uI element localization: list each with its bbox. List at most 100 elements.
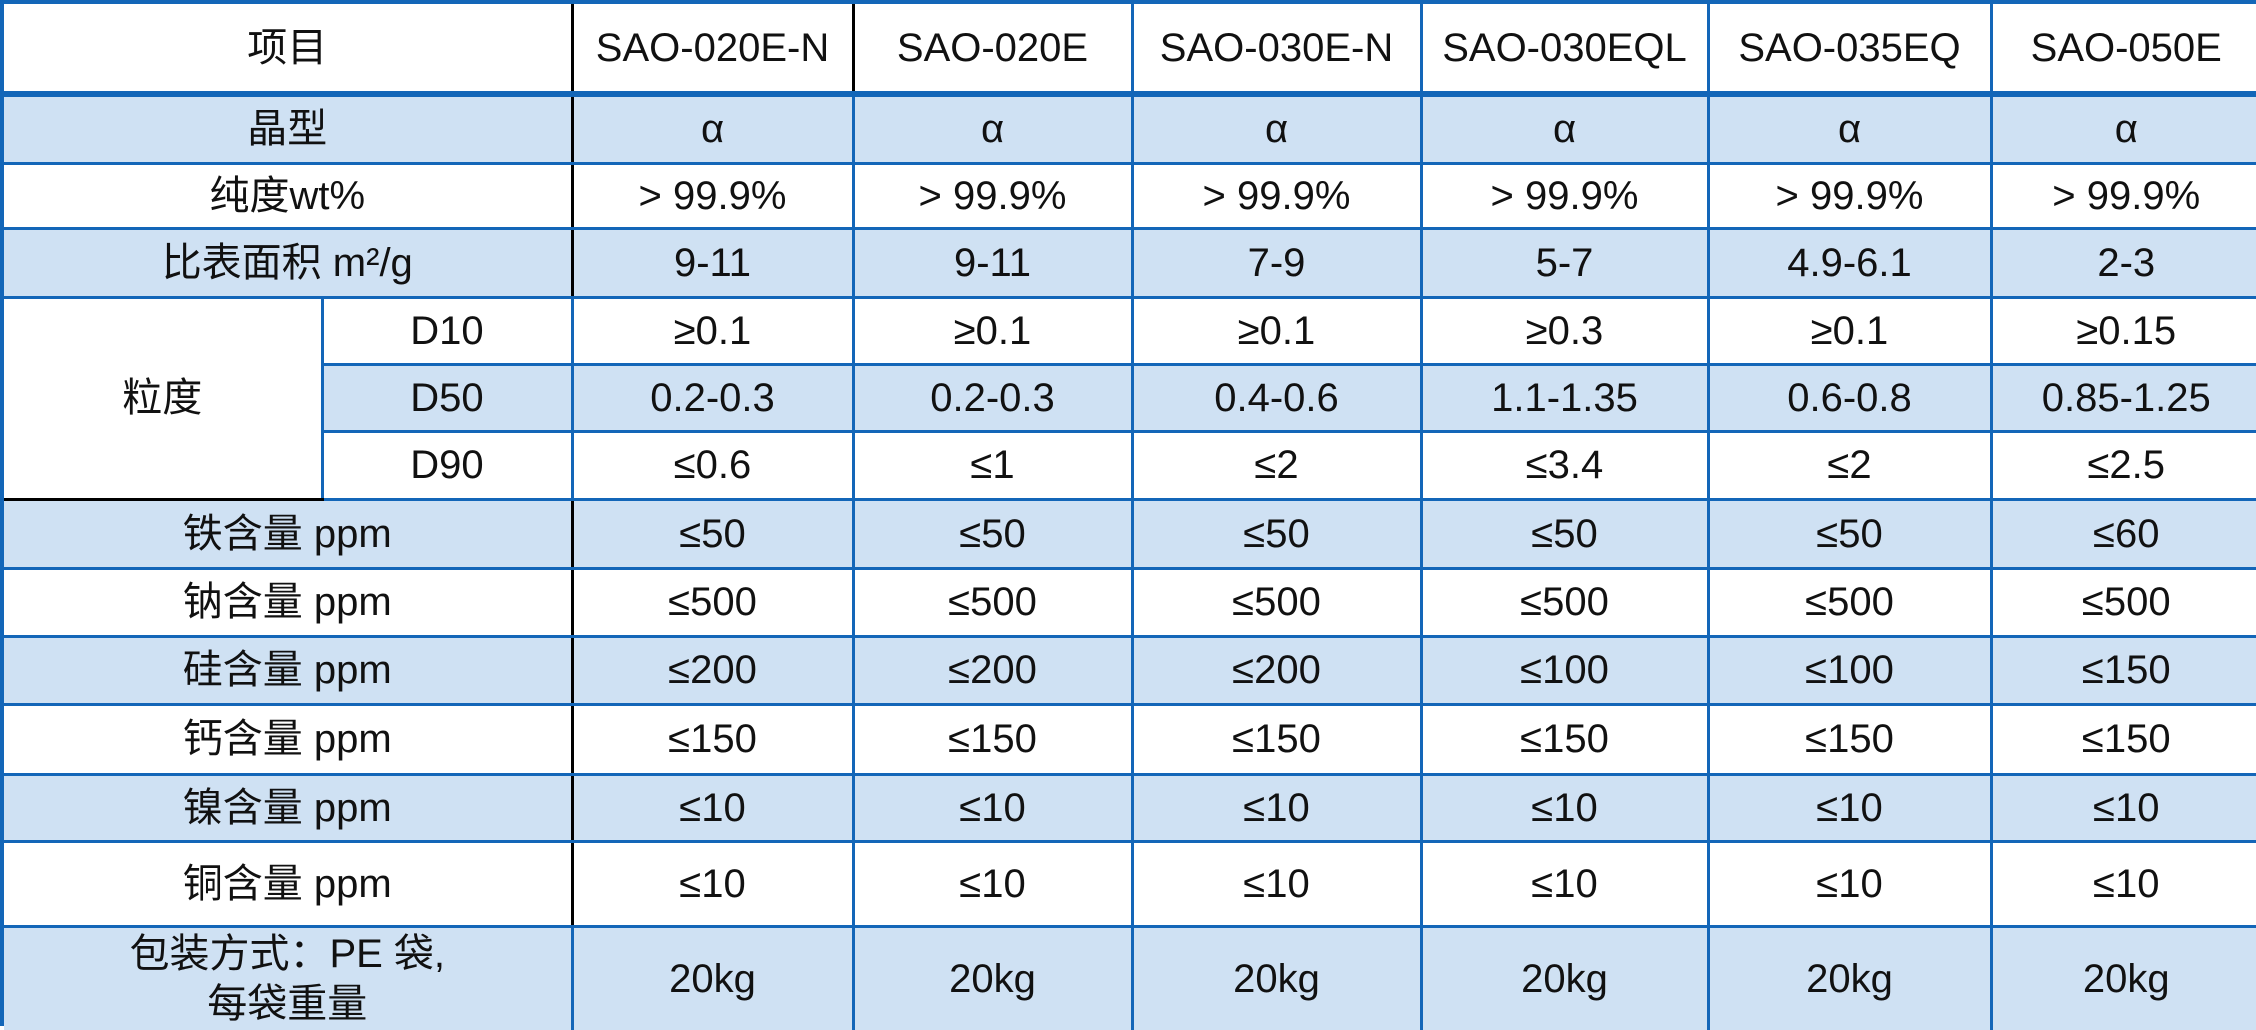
size-label-cell: D50 [322, 364, 574, 433]
value-cell: 0.85-1.25 [1991, 364, 2256, 433]
value-cell: ≤3.4 [1421, 431, 1710, 501]
value-cell: ≤150 [1132, 704, 1423, 776]
table-row: 粒度 D10 ≥0.1 ≥0.1 ≥0.1 ≥0.3 ≥0.1 ≥0.15 [4, 297, 2256, 501]
value-cell: 20kg [1132, 926, 1423, 1030]
table-row: 镍含量 ppm ≤10 ≤10 ≤10 ≤10 ≤10 ≤10 [4, 774, 2256, 843]
value-cell: ≤10 [853, 841, 1134, 928]
value-cell: ≥0.15 [1991, 297, 2256, 366]
row-label-cell: 包装方式：PE 袋, 每袋重量 [4, 926, 574, 1030]
value-cell: 2-3 [1991, 228, 2256, 299]
value-cell: ≤10 [1708, 774, 1993, 843]
row-label-cell: 晶型 [4, 94, 574, 165]
value-cell: ≤50 [1708, 499, 1993, 570]
value-cell: ≤2.5 [1991, 431, 2256, 501]
column-header-cell: SAO-020E-N [572, 4, 855, 97]
header-row: 项目 SAO-020E-N SAO-020E SAO-030E-N SAO-030EQL… [4, 4, 2256, 97]
value-cell: 20kg [1421, 926, 1710, 1030]
row-label-cell: 硅含量 ppm [4, 636, 574, 706]
value-cell: 7-9 [1132, 228, 1423, 299]
value-cell: ≤500 [1421, 568, 1710, 638]
table-row: 铁含量 ppm ≤50 ≤50 ≤50 ≤50 ≤50 ≤60 [4, 499, 2256, 570]
column-header-cell: SAO-030E-N [1132, 4, 1423, 97]
value-cell: ≤10 [1991, 774, 2256, 843]
value-cell: ≤150 [1991, 704, 2256, 776]
value-cell: ≥0.1 [1708, 297, 1993, 366]
value-cell: ≤150 [1708, 704, 1993, 776]
value-cell: ≤2 [1132, 431, 1423, 501]
table-row: 硅含量 ppm ≤200 ≤200 ≤200 ≤100 ≤100 ≤150 [4, 636, 2256, 706]
value-cell: 0.6-0.8 [1708, 364, 1993, 433]
group-label-cell: 粒度 [4, 297, 324, 501]
value-cell: α [1132, 94, 1423, 165]
value-cell: 0.4-0.6 [1132, 364, 1423, 433]
row-label-cell: 钠含量 ppm [4, 568, 574, 638]
value-cell: ≤10 [572, 774, 855, 843]
row-label-cell: 比表面积 m²/g [4, 228, 574, 299]
value-cell: 0.2-0.3 [572, 364, 855, 433]
table-row: D90 ≤0.6 ≤1 ≤2 ≤3.4 ≤2 ≤2.5 [4, 431, 2256, 501]
value-cell: ≤500 [1991, 568, 2256, 638]
value-cell: ≤50 [572, 499, 855, 570]
value-cell: ≥0.3 [1421, 297, 1710, 366]
value-cell: 20kg [1991, 926, 2256, 1030]
column-header-cell: SAO-035EQ [1708, 4, 1993, 97]
table-row: 钠含量 ppm ≤500 ≤500 ≤500 ≤500 ≤500 ≤500 [4, 568, 2256, 638]
product-spec-table: 项目 SAO-020E-N SAO-020E SAO-030E-N SAO-030EQL… [4, 4, 2256, 1030]
value-cell: ≤50 [1421, 499, 1710, 570]
value-cell: 5-7 [1421, 228, 1710, 299]
value-cell: > 99.9% [1132, 163, 1423, 230]
table-row: D50 0.2-0.3 0.2-0.3 0.4-0.6 1.1-1.35 0.6-0.8 0… [4, 364, 2256, 433]
value-cell: 20kg [853, 926, 1134, 1030]
value-cell: ≤150 [1991, 636, 2256, 706]
value-cell: ≤10 [1991, 841, 2256, 928]
size-label-cell: D10 [322, 297, 574, 366]
value-cell: ≤10 [1132, 841, 1423, 928]
value-cell: ≤50 [1132, 499, 1423, 570]
value-cell: ≤10 [853, 774, 1134, 843]
value-cell: ≤10 [1708, 841, 1993, 928]
row-label-cell: 钙含量 ppm [4, 704, 574, 776]
value-cell: α [1421, 94, 1710, 165]
value-cell: ≤150 [572, 704, 855, 776]
table-row: 包装方式：PE 袋, 每袋重量 20kg 20kg 20kg 20kg 20kg 20kg [4, 926, 2256, 1030]
size-label-cell: D90 [322, 431, 574, 501]
value-cell: 4.9-6.1 [1708, 228, 1993, 299]
column-header-cell: SAO-030EQL [1421, 4, 1710, 97]
value-cell: 9-11 [572, 228, 855, 299]
value-cell: ≤500 [1708, 568, 1993, 638]
value-cell: ≤200 [572, 636, 855, 706]
value-cell: ≤0.6 [572, 431, 855, 501]
value-cell: ≤500 [853, 568, 1134, 638]
value-cell: ≤150 [853, 704, 1134, 776]
value-cell: ≤60 [1991, 499, 2256, 570]
value-cell: ≤10 [1421, 774, 1710, 843]
value-cell: ≥0.1 [853, 297, 1134, 366]
value-cell: > 99.9% [1708, 163, 1993, 230]
value-cell: 20kg [1708, 926, 1993, 1030]
row-label-cell: 纯度wt% [4, 163, 574, 230]
value-cell: ≤200 [853, 636, 1134, 706]
column-header-item: 项目 [4, 4, 574, 97]
column-header-cell: SAO-020E [853, 4, 1134, 97]
value-cell: ≤1 [853, 431, 1134, 501]
value-cell: ≤150 [1421, 704, 1710, 776]
value-cell: > 99.9% [1421, 163, 1710, 230]
row-label-cell: 铜含量 ppm [4, 841, 574, 928]
value-cell: ≥0.1 [572, 297, 855, 366]
table-row: 铜含量 ppm ≤10 ≤10 ≤10 ≤10 ≤10 ≤10 [4, 841, 2256, 928]
value-cell: 20kg [572, 926, 855, 1030]
value-cell: ≤500 [1132, 568, 1423, 638]
value-cell: ≤10 [572, 841, 855, 928]
value-cell: ≤100 [1421, 636, 1710, 706]
value-cell: > 99.9% [572, 163, 855, 230]
value-cell: 1.1-1.35 [1421, 364, 1710, 433]
value-cell: ≤2 [1708, 431, 1993, 501]
value-cell: α [572, 94, 855, 165]
value-cell: α [1991, 94, 2256, 165]
row-label-cell: 铁含量 ppm [4, 499, 574, 570]
value-cell: ≤100 [1708, 636, 1993, 706]
table-row: 晶型 α α α α α α [4, 94, 2256, 165]
value-cell: 9-11 [853, 228, 1134, 299]
value-cell: ≤10 [1132, 774, 1423, 843]
